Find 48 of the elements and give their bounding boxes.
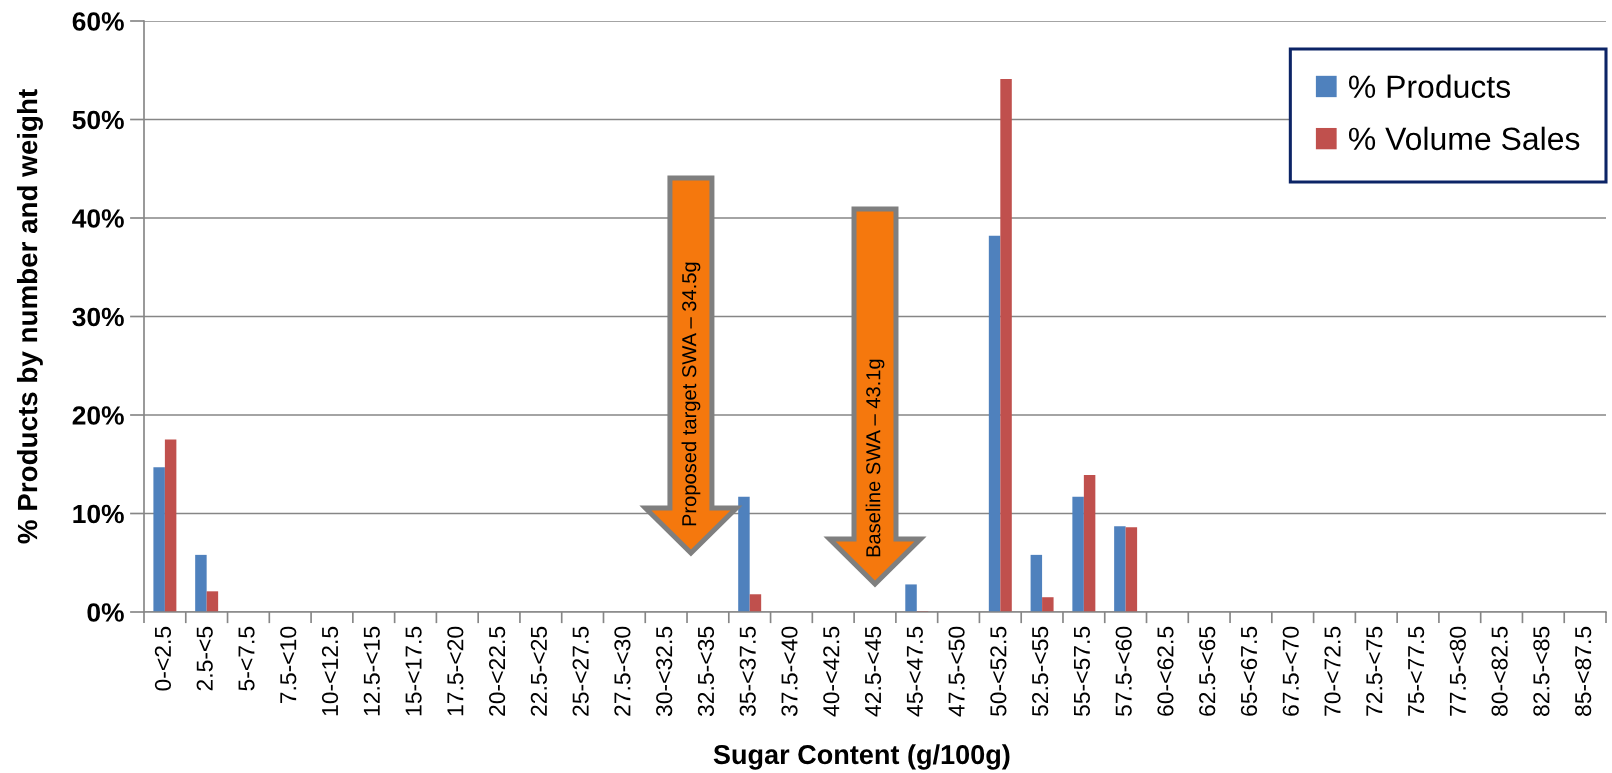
x-tick-label: 20-<22.5 bbox=[488, 626, 506, 716]
x-tick-label: 30-<32.5 bbox=[656, 626, 673, 717]
x-tick-label: 60-<62.5 bbox=[1157, 626, 1174, 716]
x-tick-label: 67.5-<70 bbox=[1282, 626, 1299, 716]
x-axis-title: Sugar Content (g/100g) bbox=[713, 744, 1010, 770]
x-tick-label: 22.5-<25 bbox=[530, 626, 547, 716]
x-tick-label: 85-<87.5 bbox=[1575, 626, 1592, 716]
x-tick-label: 50-<52.5 bbox=[990, 626, 1007, 717]
x-tick-label: 0-<2.5 bbox=[154, 626, 172, 691]
x-tick-label: 57.5-<60 bbox=[1115, 626, 1132, 717]
x-tick-label: 12.5-<15 bbox=[363, 626, 380, 716]
x-tick-label: 25-<27.5 bbox=[572, 626, 589, 716]
legend-label: % Volume Sales bbox=[1348, 126, 1580, 151]
x-tick-label: 7.5-<10 bbox=[280, 626, 297, 704]
x-tick-label: 37.5-<40 bbox=[781, 626, 798, 717]
x-tick-label: 65-<67.5 bbox=[1240, 626, 1258, 716]
y-tick-label: 20% bbox=[72, 406, 124, 425]
annotation: Proposed target SWA – 34.5g bbox=[681, 262, 701, 526]
y-tick-label: 50% bbox=[72, 110, 124, 130]
x-tick-label: 17.5-<20 bbox=[447, 626, 464, 716]
x-tick-label: 80-<82.5 bbox=[1491, 626, 1508, 716]
x-tick-label: 77.5-<80 bbox=[1449, 626, 1466, 716]
x-tick-label: 2.5-<5 bbox=[196, 626, 213, 691]
x-tick-label: 47.5-<50 bbox=[948, 626, 965, 717]
x-tick-label: 40-<42.5 bbox=[823, 626, 840, 717]
x-tick-label: 45-<47.5 bbox=[906, 626, 923, 717]
x-tick-label: 82.5-<85 bbox=[1533, 626, 1550, 716]
y-tick-label: 60% bbox=[72, 12, 124, 31]
y-tick-label: 0% bbox=[87, 603, 124, 622]
x-tick-label: 35-<37.5 bbox=[739, 626, 756, 717]
x-tick-label: 5-<7.5 bbox=[238, 626, 255, 691]
x-tick-label: 75-<77.5 bbox=[1408, 626, 1425, 716]
x-tick-label: 70-<72.5 bbox=[1324, 626, 1341, 716]
y-tick-label: 10% bbox=[73, 504, 124, 524]
x-tick-label: 42.5-<45 bbox=[864, 626, 882, 717]
y-tick-label: 30% bbox=[72, 307, 124, 327]
x-tick-label: 72.5-<75 bbox=[1366, 626, 1383, 716]
x-tick-label: 10-<12.5 bbox=[321, 626, 339, 716]
x-tick-label: 27.5-<30 bbox=[614, 626, 631, 716]
annotation: Baseline SWA – 43.1g bbox=[865, 359, 885, 557]
x-tick-label: 15-<17.5 bbox=[405, 626, 422, 716]
x-tick-label: 62.5-<65 bbox=[1199, 626, 1216, 716]
x-tick-label: 52.5-<55 bbox=[1032, 626, 1049, 717]
x-tick-label: 32.5-<35 bbox=[697, 626, 715, 717]
legend-label: % Products bbox=[1348, 74, 1511, 99]
y-axis-title: % Products by number and weight bbox=[16, 89, 43, 544]
x-tick-label: 55-<57.5 bbox=[1074, 626, 1091, 717]
y-tick-label: 40% bbox=[72, 209, 124, 228]
